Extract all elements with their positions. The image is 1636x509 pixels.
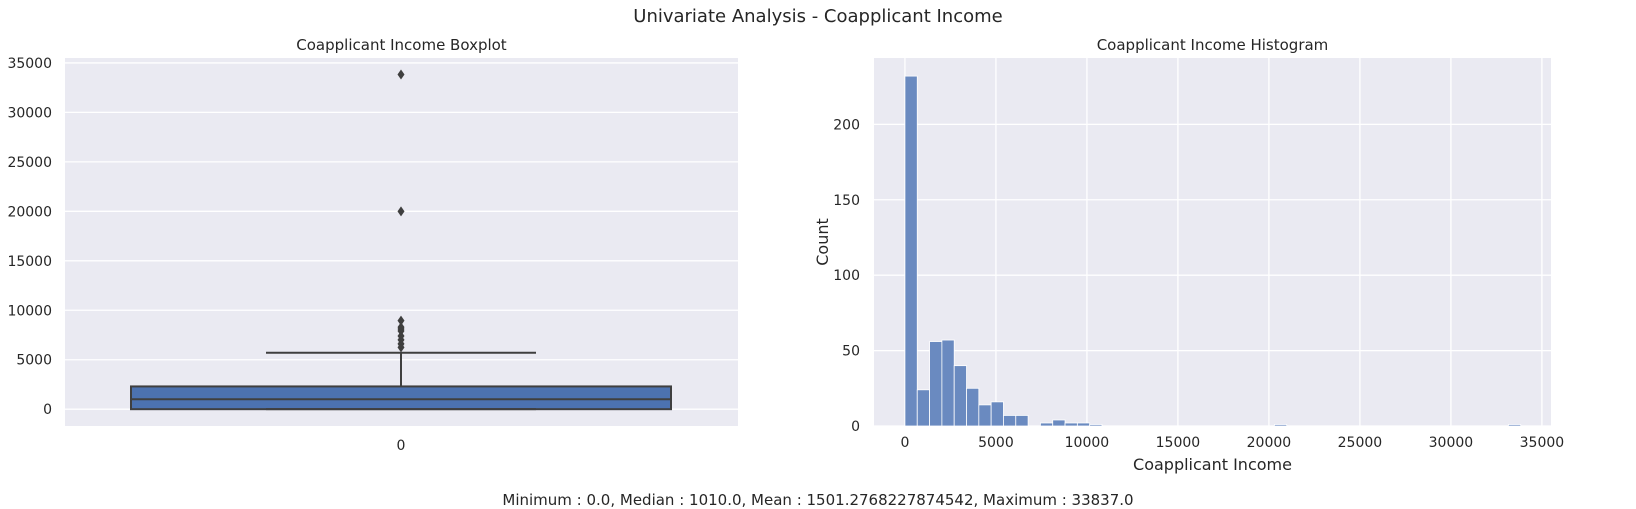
histogram-bar [904, 75, 918, 427]
histogram-y-tick-label: 0 [851, 419, 860, 435]
boxplot-y-tick-label: 15000 [7, 254, 52, 270]
histogram-x-tick-label: 35000 [1520, 435, 1565, 451]
histogram-x-tick-label: 10000 [1065, 435, 1110, 451]
histogram-y-axis-label: Count [813, 218, 832, 266]
histogram-bar [978, 404, 992, 427]
histogram-x-axis-label: Coapplicant Income [1133, 455, 1292, 474]
boxplot-box [130, 385, 672, 411]
histogram-bar [941, 339, 955, 427]
histogram-x-tick-label: 15000 [1156, 435, 1201, 451]
histogram-bar [1064, 422, 1078, 427]
boxplot-outlier [397, 69, 405, 80]
boxplot-title: Coapplicant Income Boxplot [296, 36, 507, 54]
boxplot-y-tick-label: 30000 [7, 105, 52, 121]
histogram-bar [1508, 424, 1522, 427]
histogram-bar [916, 389, 930, 427]
histogram-bar [1003, 415, 1017, 427]
histogram-panel: 0 50 100 150 200 0 5000 10000 15000 20000 25000 30… [813, 36, 1564, 474]
histogram-bar [1076, 422, 1091, 427]
boxplot-marks [130, 69, 672, 411]
boxplot-y-tick-labels: 0 5000 10000 15000 20000 25000 30000 35000 [7, 56, 52, 418]
histogram-title: Coapplicant Income Histogram [1097, 36, 1329, 54]
histogram-bar [990, 401, 1004, 427]
histogram-bar [1015, 415, 1029, 427]
boxplot-outlier [397, 206, 405, 217]
boxplot-x-tick-label: 0 [397, 438, 406, 454]
histogram-y-tick-labels: 0 50 100 150 200 [833, 117, 860, 435]
histogram-x-tick-label: 20000 [1247, 435, 1292, 451]
histogram-bars [904, 75, 1522, 427]
boxplot-y-tick-label: 10000 [7, 303, 52, 319]
histogram-bar [966, 387, 980, 427]
histogram-bar [1274, 424, 1288, 427]
histogram-bar [1052, 419, 1066, 427]
boxplot-panel: 0 5000 10000 15000 20000 25000 30000 35000 0 Co… [7, 36, 738, 454]
histogram-y-tick-label: 100 [833, 268, 860, 284]
boxplot-outlier [397, 315, 405, 326]
histogram-x-tick-labels: 0 5000 10000 15000 20000 25000 30000 35000 [900, 435, 1564, 451]
histogram-y-tick-label: 150 [833, 193, 860, 209]
histogram-x-tick-label: 25000 [1338, 435, 1383, 451]
histogram-plot-area [874, 58, 1551, 426]
boxplot-y-tick-label: 5000 [16, 353, 52, 369]
histogram-x-tick-label: 30000 [1429, 435, 1474, 451]
histogram-bar [1040, 422, 1054, 427]
histogram-bar [1089, 424, 1103, 427]
boxplot-y-tick-label: 20000 [7, 204, 52, 220]
boxplot-y-tick-label: 0 [43, 402, 52, 418]
boxplot-y-tick-label: 25000 [7, 155, 52, 171]
boxplot-outlier [397, 322, 405, 333]
boxplot-x-tick-labels: 0 [397, 438, 406, 454]
figure-suptitle: Univariate Analysis - Coapplicant Income [633, 6, 1003, 27]
histogram-y-tick-label: 50 [842, 344, 860, 360]
histogram-x-tick-label: 5000 [978, 435, 1014, 451]
histogram-y-tick-label: 200 [833, 117, 860, 133]
histogram-x-tick-label: 0 [900, 435, 909, 451]
boxplot-y-tick-label: 35000 [7, 56, 52, 72]
summary-statistics-caption: Minimum : 0.0, Median : 1010.0, Mean : 1… [502, 491, 1134, 509]
histogram-bar [953, 365, 967, 427]
histogram-bar [929, 341, 943, 427]
